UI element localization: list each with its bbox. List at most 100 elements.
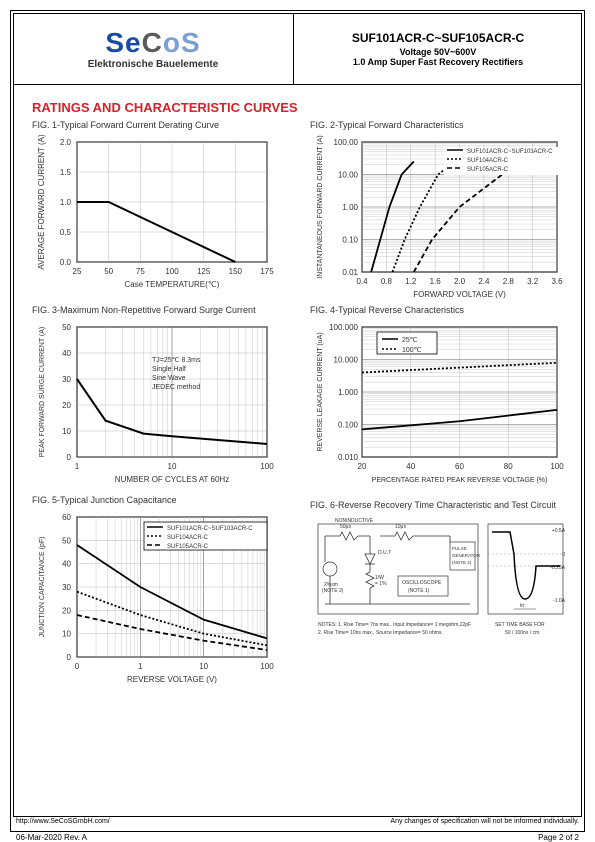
svg-text:10: 10 (199, 662, 208, 671)
fig3-chart: 11010001020304050TJ=25℃ 8.3msSingle Half… (32, 319, 282, 484)
svg-text:2.0: 2.0 (60, 138, 72, 147)
svg-text:1.5: 1.5 (60, 168, 72, 177)
svg-text:TJ=25℃ 8.3ms: TJ=25℃ 8.3ms (152, 357, 201, 364)
doc-title: SUF101ACR-C~SUF105ACR-C (352, 31, 524, 45)
svg-text:20: 20 (62, 606, 71, 615)
logo: SeCoS (105, 27, 200, 59)
svg-text:30: 30 (62, 375, 71, 384)
svg-text:100: 100 (165, 267, 179, 276)
svg-text:(NOTE 2): (NOTE 2) (322, 588, 344, 594)
fig1: FIG. 1-Typical Forward Current Derating … (32, 120, 282, 289)
svg-text:10.000: 10.000 (334, 356, 359, 365)
svg-text:40: 40 (62, 349, 71, 358)
svg-text:-1.0A: -1.0A (553, 598, 566, 604)
svg-text:SUF101ACR-C~SUF103ACR-C: SUF101ACR-C~SUF103ACR-C (167, 526, 253, 532)
svg-text:2. Rise Time= 10ns max.. Sourc: 2. Rise Time= 10ns max.. Source Impedanc… (318, 630, 443, 636)
svg-text:3.6: 3.6 (551, 277, 563, 286)
fig4: FIG. 4-Typical Reverse Characteristics 2… (310, 305, 570, 489)
svg-text:30: 30 (62, 583, 71, 592)
svg-text:0: 0 (67, 453, 72, 462)
fig6-chart: 50μsNONINDUCTIVE10μsD.U.T2%sm(NOTE 2)1/W… (310, 514, 570, 674)
svg-text:OSCILLOSCOPE: OSCILLOSCOPE (402, 580, 442, 586)
fig4-chart: 204060801000.0100.1001.00010.000100.0002… (310, 319, 570, 489)
svg-text:0: 0 (562, 552, 565, 558)
svg-text:trr: trr (520, 603, 525, 609)
section-title: RATINGS AND CHARACTERISTIC CURVES (32, 100, 298, 115)
logo-cell: SeCoS Elektronische Bauelemente (13, 13, 293, 84)
svg-text:100: 100 (260, 662, 274, 671)
svg-text:175: 175 (260, 267, 274, 276)
svg-text:Single Half: Single Half (152, 366, 186, 373)
svg-text:0: 0 (67, 653, 72, 662)
svg-text:0.010: 0.010 (338, 453, 359, 462)
svg-text:1.000: 1.000 (338, 388, 359, 397)
svg-text:100: 100 (260, 462, 274, 471)
svg-text:SUF105ACR-C: SUF105ACR-C (167, 544, 209, 550)
svg-text:100.000: 100.000 (329, 323, 358, 332)
svg-text:150: 150 (229, 267, 243, 276)
svg-text:50μs: 50μs (340, 524, 351, 530)
fig1-chart: 2550751001251501750.00.51.01.52.0Case TE… (32, 134, 282, 289)
svg-text:10μs: 10μs (395, 524, 406, 530)
fig5-title: FIG. 5-Typical Junction Capacitance (32, 495, 282, 505)
svg-text:SET TIME BASE FOR: SET TIME BASE FOR (495, 622, 545, 628)
svg-text:Case TEMPERATURE(℃): Case TEMPERATURE(℃) (125, 280, 220, 289)
footer-date: 06-Mar-2020 Rev. A (16, 833, 87, 842)
svg-text:Sine Wave: Sine Wave (152, 375, 186, 382)
fig2: FIG. 2-Typical Forward Characteristics 0… (310, 120, 570, 304)
svg-text:JUNCTION CAPACITANCE (pF): JUNCTION CAPACITANCE (pF) (39, 537, 46, 638)
fig3-title: FIG. 3-Maximum Non-Repetitive Forward Su… (32, 305, 282, 315)
doc-subtitle1: Voltage 50V~600V (400, 47, 477, 57)
svg-text:(NOTE 2): (NOTE 2) (452, 560, 472, 565)
fig4-title: FIG. 4-Typical Reverse Characteristics (310, 305, 570, 315)
svg-text:60: 60 (455, 462, 464, 471)
svg-text:60: 60 (62, 513, 71, 522)
svg-text:SUF104ACR-C: SUF104ACR-C (167, 535, 209, 541)
svg-text:0: 0 (75, 662, 80, 671)
svg-text:2.4: 2.4 (478, 277, 490, 286)
svg-text:0.0: 0.0 (60, 258, 72, 267)
svg-text:20: 20 (358, 462, 367, 471)
svg-text:10.00: 10.00 (338, 171, 359, 180)
svg-text:PERCENTAGE RATED PEAK REVERSE: PERCENTAGE RATED PEAK REVERSE VOLTAGE (%… (372, 477, 548, 484)
footer-url: http://www.SeCoSGmbH.com/ (16, 818, 110, 830)
svg-text:REVERSE VOLTAGE (V): REVERSE VOLTAGE (V) (127, 675, 217, 684)
fig2-chart: 0.40.81.21.62.02.42.83.23.60.010.101.001… (310, 134, 570, 304)
svg-text:2.0: 2.0 (454, 277, 466, 286)
svg-text:+0.5A: +0.5A (552, 528, 566, 534)
svg-text:PEAK FORWARD SURGE CURRENT (A): PEAK FORWARD SURGE CURRENT (A) (39, 327, 46, 458)
footer-page: Page 2 of 2 (538, 833, 579, 842)
svg-text:(NOTE 1): (NOTE 1) (408, 588, 430, 594)
svg-text:40: 40 (62, 560, 71, 569)
footer-disclaimer: Any changes of specification will not be… (390, 818, 579, 830)
fig5-chart: 01101000102030405060SUF101ACR-C~SUF103AC… (32, 509, 282, 684)
svg-text:SUF105ACR-C: SUF105ACR-C (467, 167, 509, 173)
doc-subtitle2: 1.0 Amp Super Fast Recovery Rectifiers (353, 57, 523, 67)
fig2-title: FIG. 2-Typical Forward Characteristics (310, 120, 570, 130)
svg-text:10: 10 (62, 630, 71, 639)
svg-text:AVERAGE FORWARD CURRENT (A): AVERAGE FORWARD CURRENT (A) (37, 134, 46, 270)
svg-text:80: 80 (504, 462, 513, 471)
svg-text:0.100: 0.100 (338, 421, 359, 430)
svg-text:FORWARD VOLTAGE (V): FORWARD VOLTAGE (V) (413, 290, 506, 299)
svg-text:2.8: 2.8 (503, 277, 515, 286)
svg-text:0.01: 0.01 (342, 268, 358, 277)
svg-text:50: 50 (104, 267, 113, 276)
svg-text:1.6: 1.6 (430, 277, 442, 286)
svg-text:0.10: 0.10 (342, 236, 358, 245)
footer: http://www.SeCoSGmbH.com/ Any changes of… (13, 818, 582, 830)
fig3: FIG. 3-Maximum Non-Repetitive Forward Su… (32, 305, 282, 484)
svg-text:SUF101ACR-C~SUF103ACR-C: SUF101ACR-C~SUF103ACR-C (467, 149, 553, 155)
svg-text:0.8: 0.8 (381, 277, 393, 286)
svg-text:NUMBER OF CYCLES AT 60Hz: NUMBER OF CYCLES AT 60Hz (115, 475, 229, 484)
svg-text:1.00: 1.00 (342, 203, 358, 212)
svg-text:0.5: 0.5 (60, 228, 72, 237)
svg-text:= 1%: = 1% (375, 581, 387, 587)
svg-text:JEDEC method: JEDEC method (152, 384, 200, 391)
svg-text:50 / 100ns / cm: 50 / 100ns / cm (505, 630, 539, 636)
page-row: 06-Mar-2020 Rev. A Page 2 of 2 (13, 833, 582, 842)
svg-text:100℃: 100℃ (402, 347, 422, 354)
header: SeCoS Elektronische Bauelemente SUF101AC… (13, 13, 582, 85)
fig1-title: FIG. 1-Typical Forward Current Derating … (32, 120, 282, 130)
svg-text:D.U.T: D.U.T (378, 550, 391, 556)
